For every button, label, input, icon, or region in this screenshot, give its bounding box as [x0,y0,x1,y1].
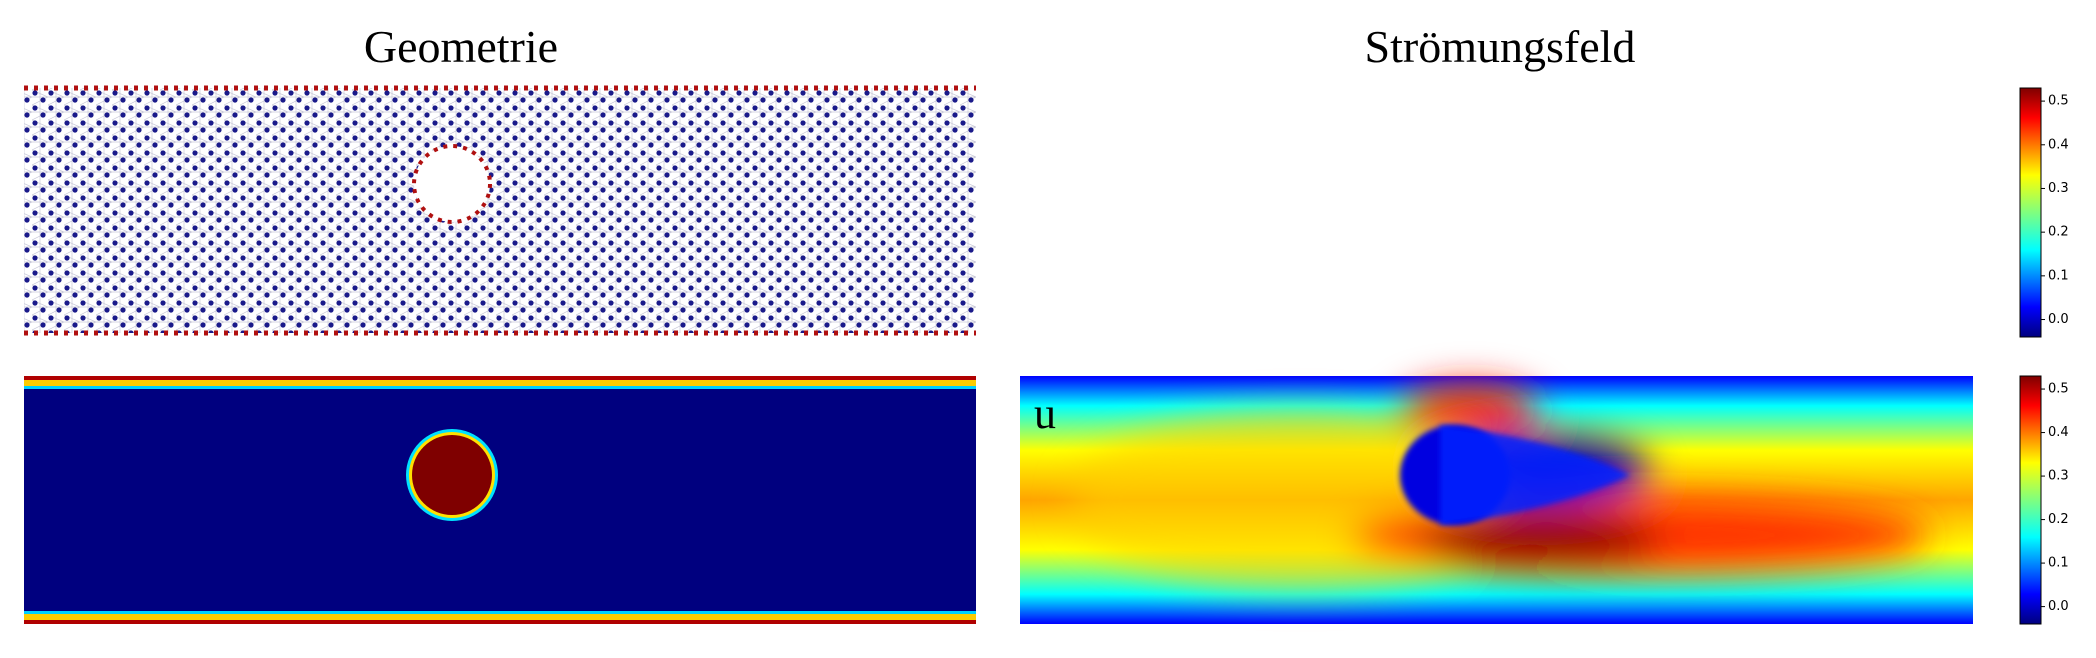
field-label: u [1034,389,1056,438]
colorbar-tick-label: 0.2 [2048,225,2069,240]
colorbar-tick-label: 0.4 [2048,137,2069,152]
colorbar-tick-label: 0.3 [2048,469,2069,484]
colorbar-tick-label: 0.5 [2048,94,2069,109]
colorbar [2019,375,2042,625]
colorbar-tick-label: 0.3 [2048,181,2069,196]
panel-title: Strömungsfeld [1365,21,1636,72]
colorbar [2019,87,2042,338]
velocity-arrows [1020,85,1973,333]
colorbar-tick-label: 0.5 [2048,382,2069,397]
colorbar-tick-label: 0.0 [2048,599,2069,614]
colorbar-tick-label: 0.4 [2048,425,2069,440]
panel-title: Geometrie [364,21,558,72]
colorbar-tick-label: 0.2 [2048,512,2069,527]
colorbar-tick-label: 0.1 [2048,556,2069,571]
mesh-panel [24,84,976,337]
geometry-field [24,376,976,624]
colorbar-tick-label: 0.0 [2048,312,2069,327]
velocity-field [1020,376,1973,624]
colorbar-tick-label: 0.1 [2048,268,2069,283]
